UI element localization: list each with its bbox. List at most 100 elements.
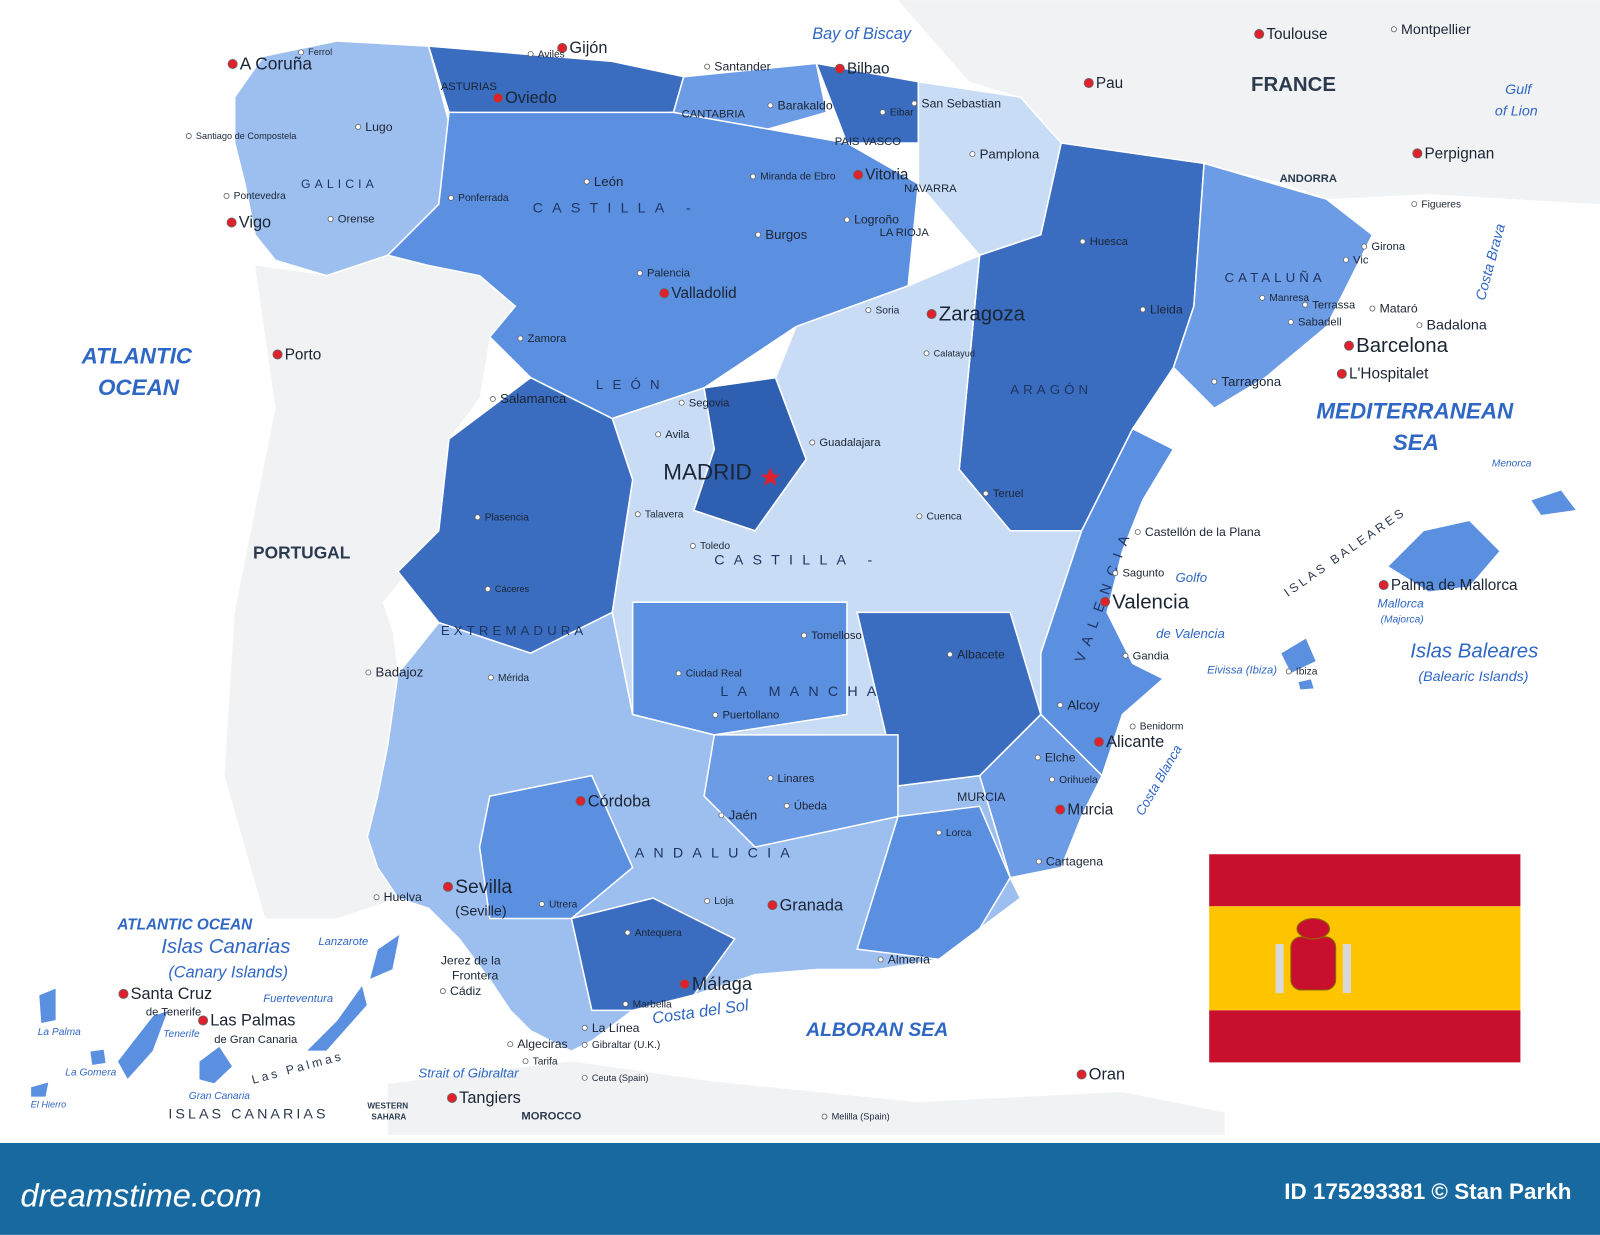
- citie-label: Gibraltar (U.K.): [592, 1040, 661, 1051]
- city-dot: [675, 670, 682, 677]
- citie-label: Utrera: [549, 899, 578, 910]
- citie-label: Plasencia: [485, 513, 530, 524]
- citie-label: Ceuta (Spain): [592, 1073, 649, 1083]
- city-dot: [484, 586, 491, 593]
- city-dot: [1083, 78, 1094, 89]
- city-dot: [718, 812, 725, 819]
- citie-label: Orense: [338, 214, 375, 226]
- region-label: LEÓN: [596, 377, 669, 392]
- citie-label: Pamplona: [980, 146, 1040, 161]
- city-dot: [227, 58, 238, 69]
- city-dot: [926, 309, 937, 320]
- city-dot: [1049, 776, 1055, 783]
- city-dot: [1378, 580, 1389, 591]
- countrie-label: ANDORRA: [1280, 173, 1337, 185]
- citie-label: Lorca: [946, 828, 972, 839]
- city-dot: [327, 216, 334, 222]
- city-dot: [659, 288, 670, 299]
- city-dot: [439, 988, 446, 995]
- city-dot: [527, 51, 534, 57]
- island-label: Tenerife: [163, 1029, 200, 1040]
- city-dot: [575, 796, 586, 807]
- city-dot: [679, 979, 690, 990]
- city-dot: [118, 988, 129, 999]
- region-label: CANTABRIA: [682, 109, 746, 121]
- citie-label: Porto: [285, 346, 322, 363]
- region-label: EXTREMADURA: [441, 623, 587, 638]
- province-almeria: [856, 805, 1012, 961]
- citie-label: Terrassa: [1312, 299, 1356, 311]
- citie-label: Barcelona: [1356, 335, 1448, 357]
- island-ibiza: [1279, 637, 1317, 675]
- citie-label: Figueres: [1421, 199, 1461, 210]
- city-dot: [272, 349, 283, 360]
- city-dot: [298, 49, 304, 56]
- city-dot: [365, 669, 372, 676]
- city-dot: [1211, 378, 1218, 385]
- island-la-palma: [38, 987, 57, 1025]
- citie-label: Valencia: [1112, 591, 1189, 613]
- city-dot: [517, 335, 524, 342]
- citie-label: La Línea: [592, 1021, 640, 1035]
- city-dot: [1343, 340, 1354, 351]
- flag-pillar: [1342, 944, 1352, 994]
- island-label: (Majorca): [1381, 615, 1424, 626]
- citie-label: Oviedo: [505, 89, 557, 107]
- citie-label: Mérida: [498, 673, 529, 684]
- countrie-label: MOROCCO: [521, 1111, 581, 1123]
- countrie-label: SAHARA: [371, 1113, 406, 1122]
- countrie-label: PORTUGAL: [253, 542, 351, 562]
- citie-label: Vitoria: [865, 167, 909, 184]
- citie-label: Avilés: [538, 49, 565, 60]
- city-dot: [442, 881, 453, 892]
- city-dot: [624, 929, 631, 936]
- citie-label: Soria: [876, 305, 900, 316]
- region-cantabria: [672, 62, 828, 134]
- city-dot: [622, 1001, 629, 1007]
- island-menorca: [1529, 489, 1578, 517]
- city-dot: [583, 178, 590, 185]
- citie-label: Segovia: [689, 397, 730, 409]
- sea-label: of Lion: [1495, 103, 1538, 119]
- island-label: Menorca: [1492, 458, 1532, 469]
- citie-label: Marbella: [633, 999, 672, 1010]
- city-dot: [755, 231, 762, 238]
- citie-label: Málaga: [692, 973, 753, 994]
- city-dot: [1112, 570, 1119, 577]
- footer-brand: dreamstime.com: [20, 1176, 261, 1213]
- sea-label: ATLANTIC OCEAN: [116, 917, 253, 934]
- city-dot: [982, 490, 989, 497]
- citie-label: Talavera: [645, 510, 684, 521]
- citie-label: de Gran Canaria: [214, 1034, 298, 1046]
- footer-credit: ID 175293381 © Stan Parkh: [1284, 1179, 1571, 1204]
- region-label: LA MANCHA: [720, 684, 885, 700]
- citie-label: Oran: [1089, 1066, 1125, 1084]
- flag-stripe-red: [1209, 854, 1521, 907]
- citie-label: Cáceres: [495, 584, 530, 594]
- city-dot: [1390, 26, 1397, 33]
- city-dot: [1139, 306, 1146, 313]
- sea-label: Bay of Biscay: [812, 25, 912, 43]
- island-label: El Hierro: [31, 1099, 67, 1109]
- city-dot: [1055, 804, 1066, 815]
- island-label: Eivissa (Ibiza): [1207, 665, 1277, 677]
- citie-label: L'Hospitalet: [1349, 366, 1429, 383]
- citie-label: Bilbao: [847, 61, 890, 78]
- citie-label: Mataró: [1380, 301, 1418, 315]
- citie-label: San Sebastian: [921, 96, 1001, 110]
- island-el-hierro: [30, 1081, 50, 1098]
- citie-label: Tarragona: [1221, 374, 1281, 389]
- city-dot: [581, 1074, 588, 1081]
- citie-label: Ponferrada: [458, 193, 509, 204]
- citie-label: Sabadell: [1298, 317, 1342, 329]
- city-dot: [767, 900, 778, 911]
- flag-crown: [1296, 918, 1331, 940]
- city-dot: [1134, 528, 1141, 535]
- citie-label: Ibiza: [1296, 667, 1318, 678]
- citie-label: Algeciras: [517, 1037, 567, 1051]
- citie-label: Girona: [1371, 241, 1405, 253]
- citie-label: Badalona: [1427, 318, 1487, 334]
- citie-label: Úbeda: [794, 799, 828, 812]
- island-fuerteventura: [304, 983, 368, 1052]
- city-dot: [1302, 301, 1309, 308]
